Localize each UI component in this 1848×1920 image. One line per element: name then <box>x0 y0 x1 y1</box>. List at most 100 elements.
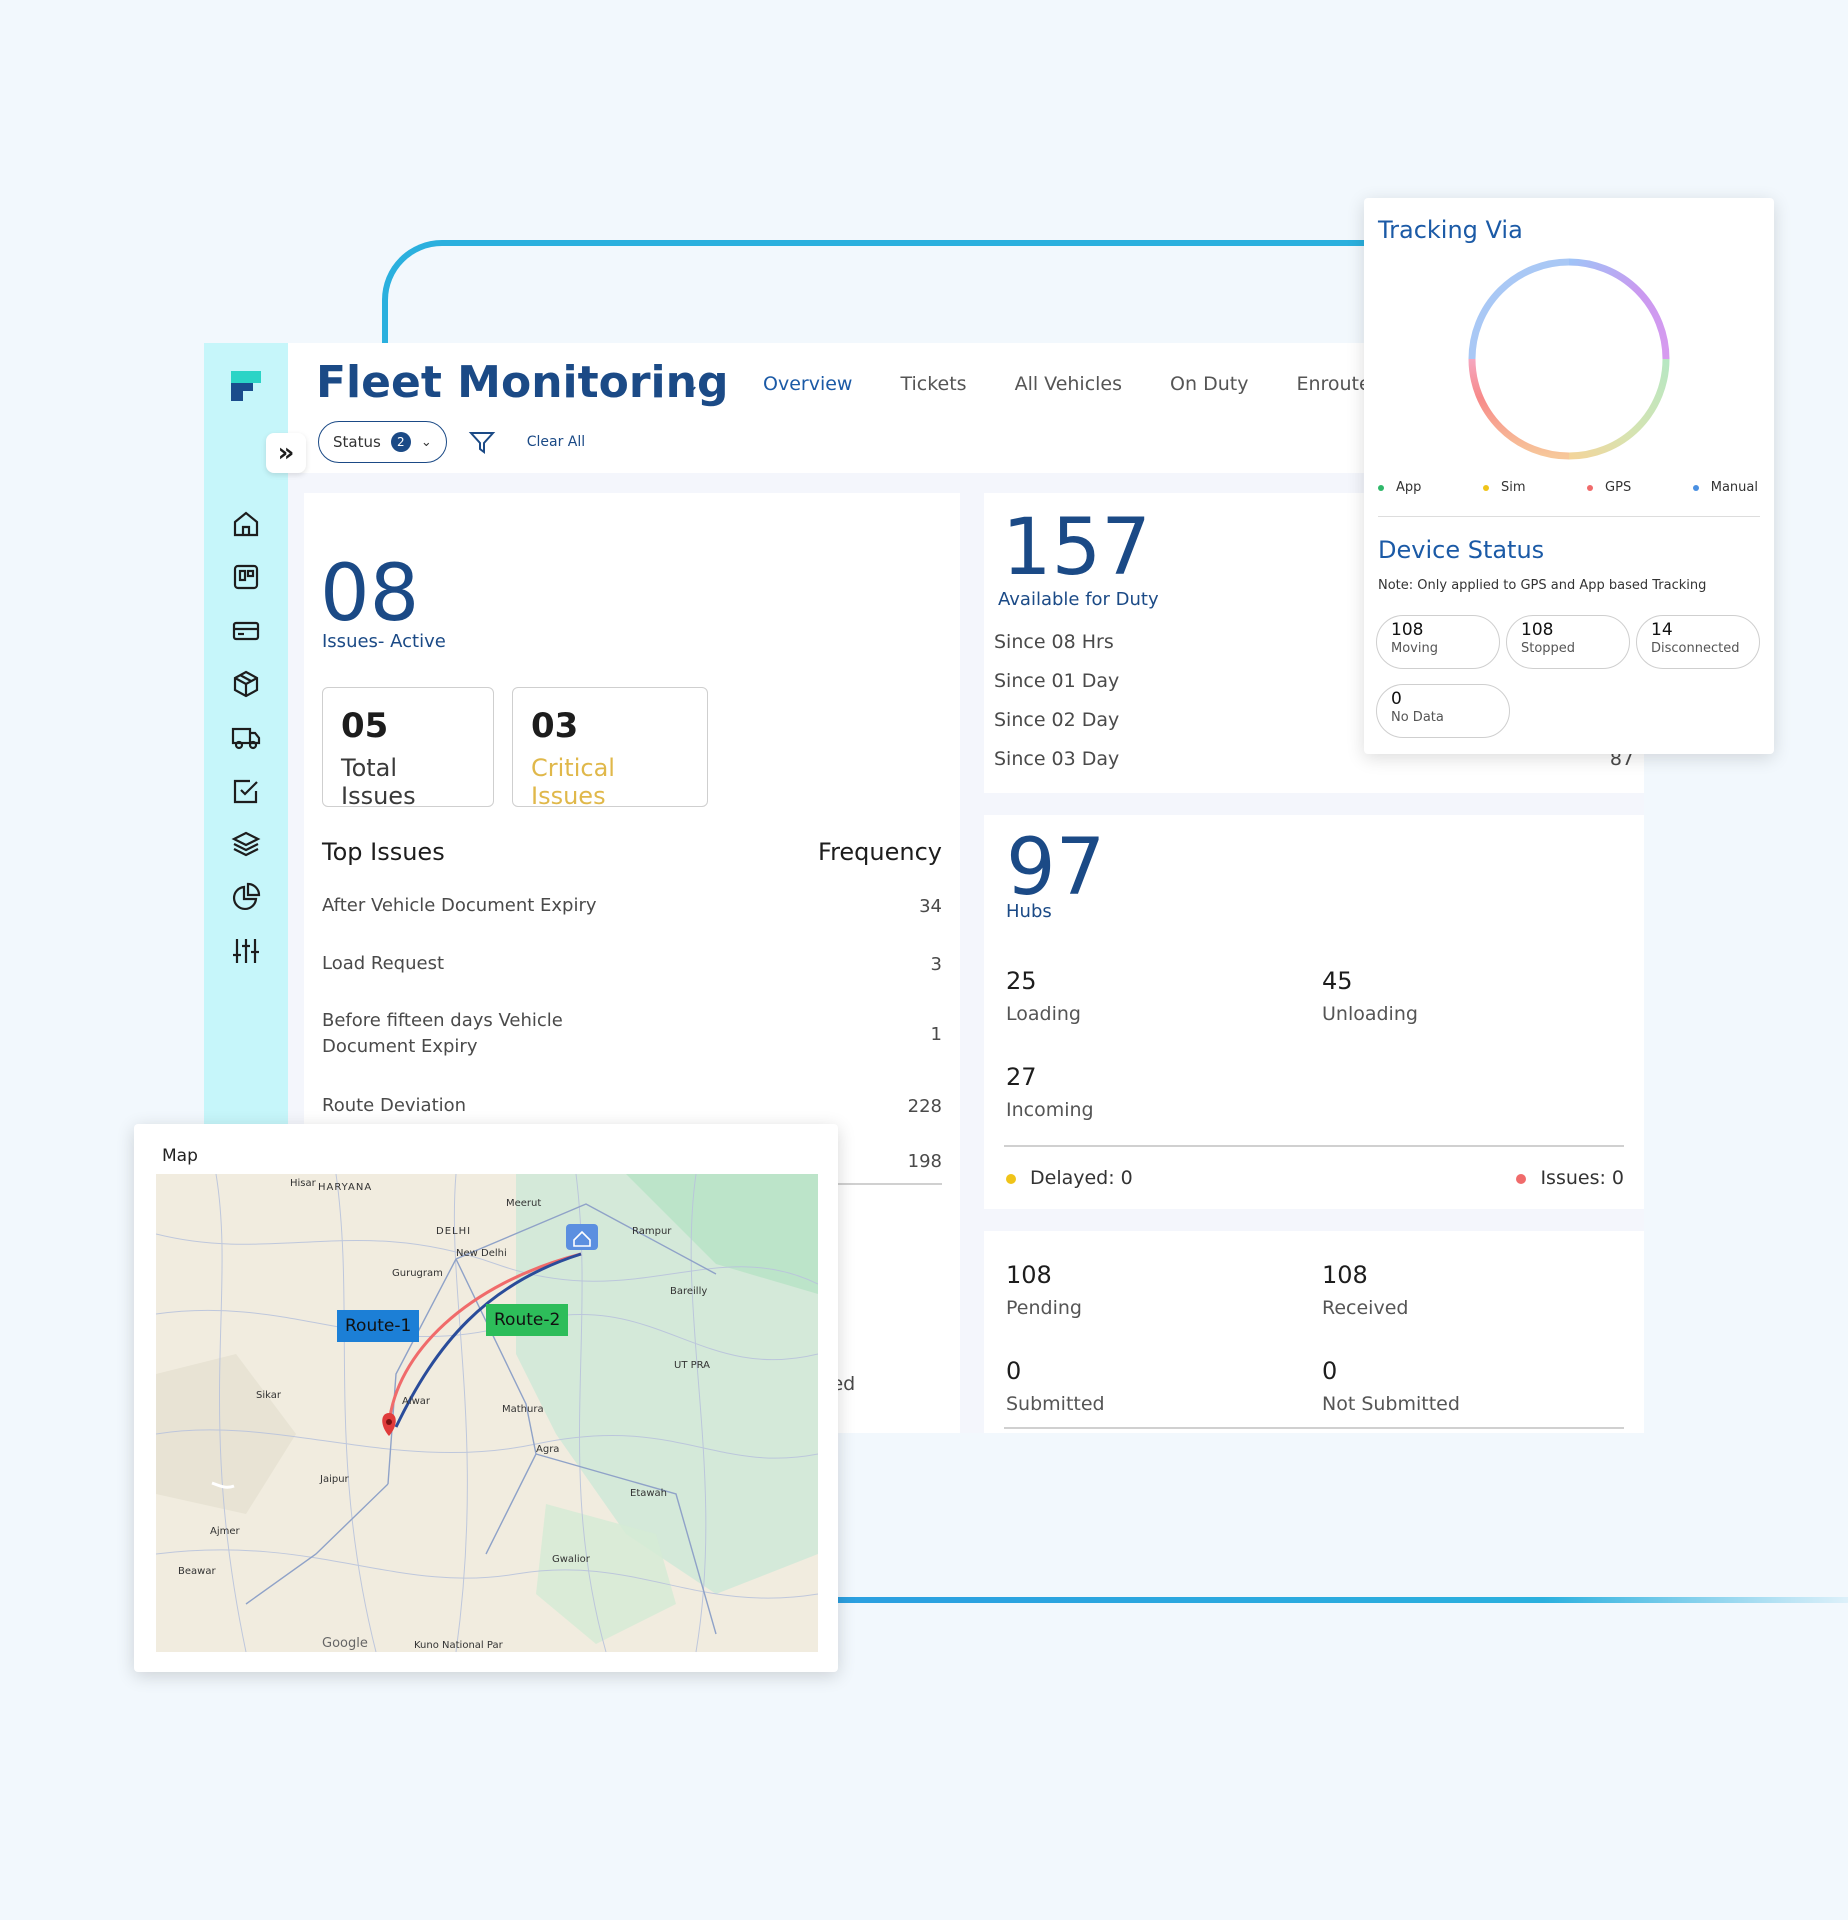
tab-on-duty[interactable]: On Duty <box>1170 373 1249 395</box>
device-count: 0 <box>1391 689 1402 709</box>
hub-loading[interactable]: 25 Loading <box>1006 967 1081 1025</box>
map-place-label: HARYANA <box>318 1182 373 1193</box>
duty-row[interactable]: Since 02 Day <box>994 709 1634 731</box>
checklist-icon[interactable] <box>230 775 262 807</box>
issue-name: Load Request <box>322 953 445 974</box>
google-attribution: Google <box>322 1636 368 1651</box>
status-filter-label: Status <box>333 433 381 451</box>
legend-item-manual[interactable]: Manual <box>1692 480 1758 495</box>
tab-overview[interactable]: Overview <box>763 373 853 395</box>
map-panel: Map <box>134 1124 838 1672</box>
home-icon[interactable] <box>230 508 262 540</box>
device-count: 108 <box>1521 620 1554 640</box>
issue-row[interactable]: 198 <box>322 1151 942 1172</box>
tab-all-vehicles[interactable]: All Vehicles <box>1014 373 1123 395</box>
device-stopped-pill[interactable]: 108 Stopped <box>1506 615 1630 669</box>
issue-frequency: 198 <box>907 1151 942 1172</box>
route-2-label[interactable]: Route-2 <box>486 1304 569 1336</box>
map-place-label: Gwalior <box>552 1554 590 1565</box>
package-icon[interactable] <box>230 668 262 700</box>
duty-row-label: Since 08 Hrs <box>994 631 1114 653</box>
critical-issues-label: Critical Issues <box>531 754 615 810</box>
legend-label: App <box>1396 480 1422 495</box>
doc-pending[interactable]: 108 Pending <box>1006 1261 1082 1319</box>
device-status-title: Device Status <box>1378 536 1545 564</box>
issues-status: Issues: 0 <box>1516 1167 1624 1189</box>
duty-row[interactable]: Since 08 Hrs <box>994 631 1634 653</box>
status-count-badge: 2 <box>390 432 411 452</box>
issue-name: After Vehicle Document Expiry <box>322 895 597 916</box>
legend-label: Manual <box>1710 480 1758 495</box>
issues-active-label: Issues- Active <box>322 631 446 652</box>
hub-unloading-count: 45 <box>1322 967 1353 995</box>
divider <box>834 1183 942 1185</box>
duty-row[interactable]: Since 01 Day <box>994 670 1634 692</box>
hub-incoming-count: 27 <box>1006 1063 1037 1091</box>
app-logo[interactable] <box>231 371 261 401</box>
issue-row[interactable]: Load Request 3 <box>322 951 942 977</box>
map-place-label: UT PRA <box>674 1360 711 1371</box>
legend-item-gps[interactable]: GPS <box>1587 480 1631 495</box>
issue-name: Route Deviation <box>322 1095 467 1116</box>
manual-dot-icon <box>1692 484 1699 491</box>
device-disconnected-pill[interactable]: 14 Disconnected <box>1636 615 1760 669</box>
issue-row[interactable]: Route Deviation 228 <box>322 1093 942 1119</box>
card-icon[interactable] <box>230 615 262 647</box>
documents-card: 108 Pending 108 Received 0 Submitted 0 N… <box>984 1231 1644 1433</box>
chevron-down-icon[interactable]: ⌄ <box>682 373 701 398</box>
filter-icon[interactable] <box>467 427 497 457</box>
doc-received-count: 108 <box>1322 1261 1368 1289</box>
map-place-label: Rampur <box>632 1226 672 1237</box>
device-status-note: Note: Only applied to GPS and App based … <box>1378 578 1707 593</box>
device-no-data-pill[interactable]: 0 No Data <box>1376 684 1510 738</box>
legend-item-app[interactable]: App <box>1378 480 1421 495</box>
device-moving-pill[interactable]: 108 Moving <box>1376 615 1500 669</box>
device-label: Moving <box>1391 641 1438 656</box>
map-place-label: New Delhi <box>456 1248 507 1259</box>
map-canvas[interactable]: Route-1 Route-2 HARYANA Hisar Meerut DEL… <box>156 1174 818 1652</box>
map-place-label: Kuno National Par <box>414 1640 503 1651</box>
legend-item-sim[interactable]: Sim <box>1482 480 1525 495</box>
delayed-status: Delayed: 0 <box>1006 1167 1133 1189</box>
tracking-donut-chart[interactable] <box>1464 254 1674 464</box>
doc-not-submitted[interactable]: 0 Not Submitted <box>1322 1357 1460 1415</box>
decorative-bottom-line <box>830 1597 1848 1603</box>
available-duty-count: 157 <box>1002 503 1151 593</box>
gps-dot-icon <box>1587 484 1594 491</box>
hubs-count: 97 <box>1006 823 1106 913</box>
tracking-panel: Tracking Via App Sim GPS Manual Device S… <box>1364 198 1774 754</box>
doc-submitted-count: 0 <box>1006 1357 1022 1385</box>
issues-active-count: 08 <box>320 549 420 639</box>
filter-row: Status 2 ⌄ Clear All <box>318 421 585 463</box>
route-1-label[interactable]: Route-1 <box>337 1310 420 1342</box>
board-icon[interactable] <box>230 561 262 593</box>
sliders-icon[interactable] <box>230 935 262 967</box>
hub-unloading[interactable]: 45 Unloading <box>1322 967 1418 1025</box>
total-issues-box[interactable]: 05 Total Issues <box>322 687 494 810</box>
map-place-label: Hisar <box>290 1178 316 1189</box>
map-place-label: Sikar <box>256 1390 281 1401</box>
layers-icon[interactable] <box>230 828 262 860</box>
doc-received[interactable]: 108 Received <box>1322 1261 1408 1319</box>
delayed-status-text: Delayed: 0 <box>1030 1167 1133 1189</box>
truck-icon[interactable] <box>230 721 262 753</box>
map-place-label: Bareilly <box>670 1286 708 1297</box>
issue-row[interactable]: Before fifteen days Vehicle Document Exp… <box>322 1008 942 1060</box>
divider <box>1378 516 1760 517</box>
map-place-label: Agra <box>536 1444 560 1455</box>
device-label: Disconnected <box>1651 641 1740 656</box>
hub-unloading-label: Unloading <box>1322 1003 1418 1025</box>
status-filter-dropdown[interactable]: Status 2 ⌄ <box>318 421 447 463</box>
tracking-legend: App Sim GPS Manual <box>1378 480 1758 495</box>
hub-incoming[interactable]: 27 Incoming <box>1006 1063 1094 1121</box>
map-place-label: Ajmer <box>210 1526 240 1537</box>
app-dot-icon <box>1378 484 1384 491</box>
tab-tickets[interactable]: Tickets <box>900 373 967 395</box>
clear-all-link[interactable]: Clear All <box>526 434 586 450</box>
doc-pending-label: Pending <box>1006 1297 1082 1319</box>
critical-issues-box[interactable]: 03 Critical Issues <box>512 687 708 810</box>
pie-chart-icon[interactable] <box>230 881 262 913</box>
doc-submitted[interactable]: 0 Submitted <box>1006 1357 1105 1415</box>
issue-row[interactable]: After Vehicle Document Expiry 34 <box>322 893 942 919</box>
expand-sidebar-button[interactable]: » <box>266 433 306 473</box>
